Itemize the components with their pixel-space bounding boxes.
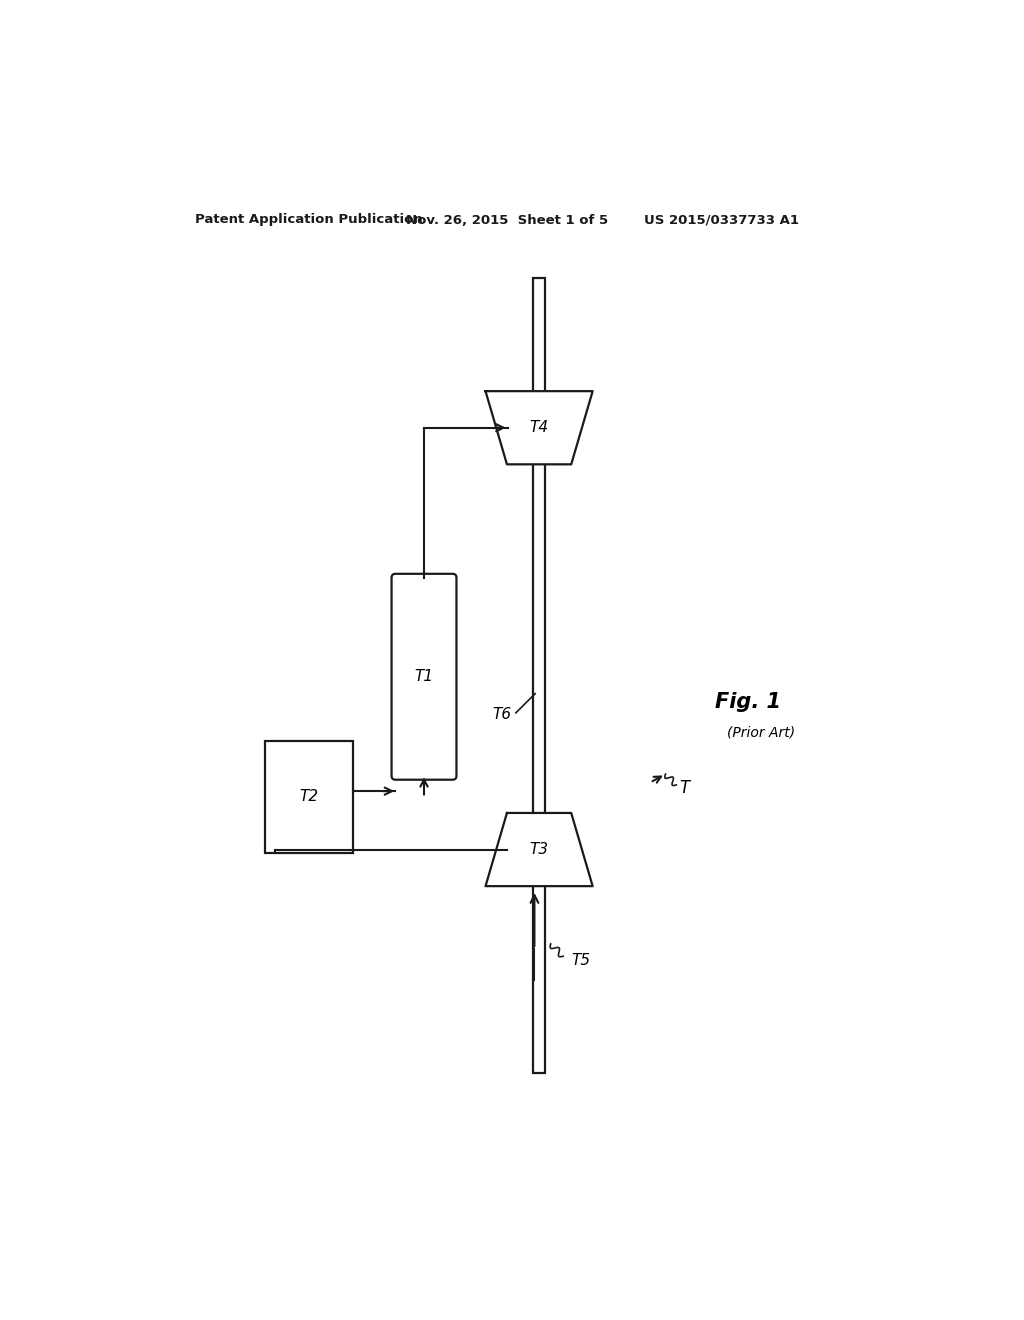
Polygon shape	[485, 813, 593, 886]
Text: (Prior Art): (Prior Art)	[727, 726, 796, 739]
Text: Nov. 26, 2015  Sheet 1 of 5: Nov. 26, 2015 Sheet 1 of 5	[406, 214, 608, 227]
Text: US 2015/0337733 A1: US 2015/0337733 A1	[644, 214, 799, 227]
Text: T1: T1	[415, 669, 433, 684]
Polygon shape	[485, 391, 593, 465]
Text: T2: T2	[299, 789, 318, 804]
Text: Fig. 1: Fig. 1	[715, 692, 781, 713]
Text: T: T	[680, 779, 689, 797]
Text: T6: T6	[493, 708, 512, 722]
Text: Patent Application Publication: Patent Application Publication	[196, 214, 423, 227]
Text: T4: T4	[529, 420, 549, 436]
Bar	[532, 279, 546, 1073]
Bar	[265, 741, 352, 853]
Text: T5: T5	[570, 953, 590, 969]
Text: T3: T3	[529, 842, 549, 857]
FancyBboxPatch shape	[391, 574, 457, 780]
